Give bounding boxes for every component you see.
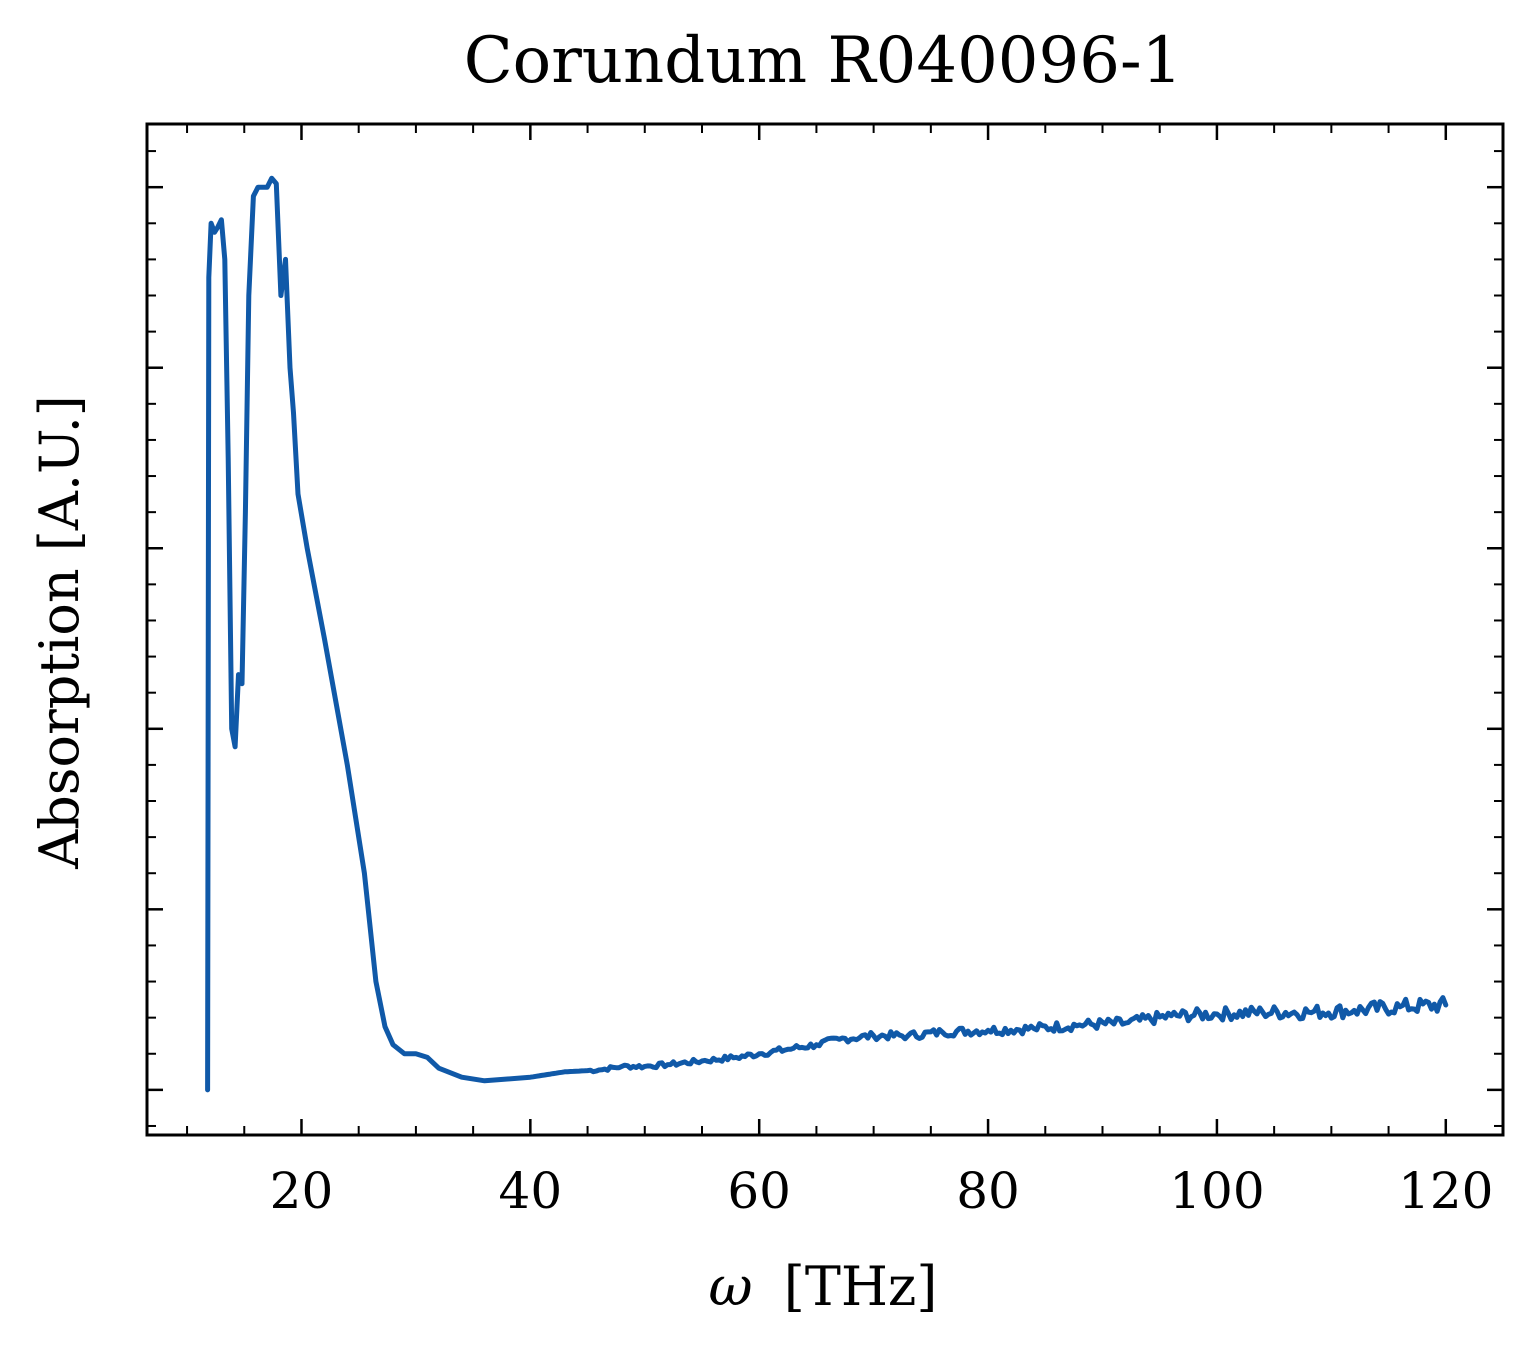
- x-axis-unit: [THz]: [784, 1255, 938, 1318]
- x-tick-label: 120: [1398, 1162, 1493, 1220]
- x-tick-label: 20: [270, 1162, 334, 1220]
- chart-title: Corundum R040096-1: [464, 24, 1183, 98]
- major-ticks: [147, 124, 1503, 1135]
- x-tick-labels: 20 40 60 80 100 120: [270, 1162, 1494, 1220]
- x-tick-label: 60: [727, 1162, 791, 1220]
- y-axis-label: Absorption [A.U.]: [28, 395, 91, 870]
- series-line: [205, 175, 1449, 1093]
- x-tick-label: 40: [499, 1162, 563, 1220]
- x-axis-symbol: ω: [709, 1255, 753, 1318]
- plot-frame: [145, 122, 1505, 1137]
- x-tick-label: 100: [1169, 1162, 1264, 1220]
- x-axis-label: ω [THz]: [709, 1255, 938, 1318]
- x-tick-label: 80: [956, 1162, 1020, 1220]
- minor-ticks: [147, 124, 1504, 1135]
